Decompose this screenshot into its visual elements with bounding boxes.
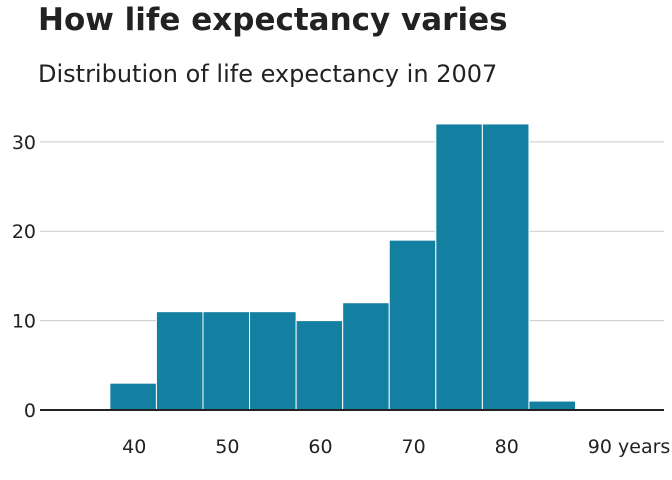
gridlines	[40, 141, 664, 322]
histogram-bar	[481, 123, 530, 411]
histogram-bars	[109, 123, 577, 411]
x-axis-ticks: 40 50 60 70 80 90 years	[122, 436, 670, 458]
histogram-bar	[435, 123, 483, 411]
x-tick-label: 50	[215, 436, 239, 458]
histogram-bar	[249, 311, 297, 411]
y-tick-label: 10	[12, 311, 36, 333]
chart-subtitle: Distribution of life expectancy in 2007	[38, 60, 498, 88]
histogram-bar	[155, 311, 204, 411]
histogram-bar	[388, 239, 437, 411]
x-tick-label: 70	[402, 436, 426, 458]
y-tick-label: 30	[12, 132, 36, 154]
histogram-bar	[342, 302, 390, 411]
histogram-bar	[202, 311, 251, 411]
histogram-bar	[528, 400, 577, 411]
y-tick-label: 20	[12, 221, 36, 243]
x-tick-label: 80	[495, 436, 519, 458]
chart-title: How life expectancy varies	[38, 2, 508, 38]
x-tick-label: 40	[122, 436, 146, 458]
y-tick-label: 0	[24, 400, 36, 422]
y-axis-ticks: 0 10 20 30	[12, 132, 36, 422]
x-tick-label: 60	[308, 436, 332, 458]
histogram-bar	[295, 320, 344, 411]
histogram-bar	[109, 382, 157, 411]
x-tick-label: 90 years	[588, 436, 671, 458]
